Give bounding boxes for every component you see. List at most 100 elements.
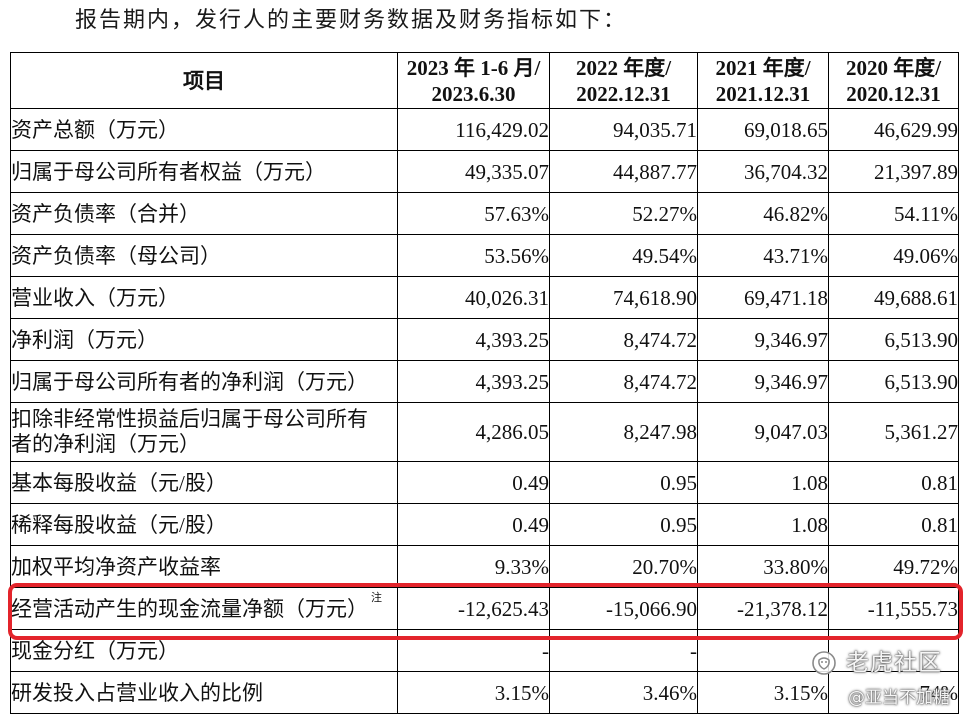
row-label: 资产负债率（母公司） bbox=[10, 234, 398, 277]
value-2022: 3.46% bbox=[549, 671, 698, 714]
column-header-item: 项目 bbox=[10, 52, 398, 109]
value-2023-h1: -12,625.43 bbox=[397, 587, 550, 630]
row-label: 营业收入（万元） bbox=[10, 276, 398, 319]
row-label: 净利润（万元） bbox=[10, 318, 398, 361]
value-2023-h1: 0.49 bbox=[397, 461, 550, 504]
value-2023-h1: 40,026.31 bbox=[397, 276, 550, 319]
value-2020: 49.06% bbox=[828, 234, 959, 277]
value-2020: 54.11% bbox=[828, 192, 959, 235]
watermark-author: @亚当不加糖 bbox=[848, 688, 950, 708]
column-header-line: 2020.12.31 bbox=[846, 81, 941, 106]
row-label: 基本每股收益（元/股） bbox=[10, 461, 398, 504]
row-adjusted-parent-net-profit: 扣除非经常性损益后归属于母公司所有 者的净利润（万元） 4,286.05 8,2… bbox=[10, 402, 959, 462]
row-label: 资产负债率（合并） bbox=[10, 192, 398, 235]
value-2022: 8,247.98 bbox=[549, 402, 698, 462]
value-2020: 0.81 bbox=[828, 461, 959, 504]
column-header-2020: 2020 年度/ 2020.12.31 bbox=[828, 52, 959, 109]
row-net-profit: 净利润（万元） 4,393.25 8,474.72 9,346.97 6,513… bbox=[10, 318, 959, 361]
column-header-2022: 2022 年度/ 2022.12.31 bbox=[549, 52, 698, 109]
row-label: 归属于母公司所有者权益（万元） bbox=[10, 150, 398, 193]
row-basic-eps: 基本每股收益（元/股） 0.49 0.95 1.08 0.81 bbox=[10, 461, 959, 504]
value-2022: 44,887.77 bbox=[549, 150, 698, 193]
value-2023-h1: 116,429.02 bbox=[397, 108, 550, 151]
row-label: 资产总额（万元） bbox=[10, 108, 398, 151]
value-2020: 49,688.61 bbox=[828, 276, 959, 319]
row-label: 现金分红（万元） bbox=[10, 629, 398, 672]
value-2022: 74,618.90 bbox=[549, 276, 698, 319]
value-2020: 6,513.90 bbox=[828, 360, 959, 403]
value-2021: 9,346.97 bbox=[697, 318, 829, 361]
header-row: 项目 2023 年 1-6 月/ 2023.6.30 2022 年度/ 2022… bbox=[10, 52, 959, 109]
financial-data-table: 项目 2023 年 1-6 月/ 2023.6.30 2022 年度/ 2022… bbox=[10, 52, 959, 714]
tiger-logo-icon bbox=[812, 651, 836, 675]
value-2020: 0.81 bbox=[828, 503, 959, 546]
value-2023-h1: 4,286.05 bbox=[397, 402, 550, 462]
value-2023-h1: 49,335.07 bbox=[397, 150, 550, 193]
intro-text: 报告期内，发行人的主要财务数据及财务指标如下： bbox=[75, 7, 628, 32]
row-debt-ratio-parent: 资产负债率（母公司） 53.56% 49.54% 43.71% 49.06% bbox=[10, 234, 959, 277]
value-2023-h1: 4,393.25 bbox=[397, 360, 550, 403]
value-2021: 1.08 bbox=[697, 461, 829, 504]
row-diluted-eps: 稀释每股收益（元/股） 0.49 0.95 1.08 0.81 bbox=[10, 503, 959, 546]
value-2020: 49.72% bbox=[828, 545, 959, 588]
value-2020: 21,397.89 bbox=[828, 150, 959, 193]
value-2022: -15,066.90 bbox=[549, 587, 698, 630]
column-header-line: 2023 年 1-6 月/ bbox=[406, 55, 541, 80]
column-header-2023-h1: 2023 年 1-6 月/ 2023.6.30 bbox=[397, 52, 550, 109]
row-rd-ratio: 研发投入占营业收入的比例 3.15% 3.46% 3.15% 74% bbox=[10, 671, 959, 714]
value-2022: - bbox=[549, 629, 698, 672]
column-header-line: 2021 年度/ bbox=[715, 55, 811, 80]
value-2022: 0.95 bbox=[549, 503, 698, 546]
row-label-line: 者的净利润（万元） bbox=[11, 432, 201, 456]
value-2021: 1.08 bbox=[697, 503, 829, 546]
value-2020: 5,361.27 bbox=[828, 402, 959, 462]
value-2022: 49.54% bbox=[549, 234, 698, 277]
column-header-line: 2023.6.30 bbox=[431, 81, 516, 106]
value-2023-h1: 53.56% bbox=[397, 234, 550, 277]
row-label: 归属于母公司所有者的净利润（万元） bbox=[10, 360, 398, 403]
value-2020: 6,513.90 bbox=[828, 318, 959, 361]
row-label-cell: 经营活动产生的现金流量净额（万元）注 bbox=[10, 587, 398, 630]
column-header-line: 2022 年度/ bbox=[575, 55, 672, 80]
footnote-marker: 注 bbox=[371, 591, 382, 604]
value-2021: 69,471.18 bbox=[697, 276, 829, 319]
value-2021: 3.15% bbox=[697, 671, 829, 714]
value-2023-h1: - bbox=[397, 629, 550, 672]
value-2023-h1: 3.15% bbox=[397, 671, 550, 714]
value-2021: 43.71% bbox=[697, 234, 829, 277]
value-2022: 52.27% bbox=[549, 192, 698, 235]
row-operating-cash-flow: 经营活动产生的现金流量净额（万元）注 -12,625.43 -15,066.90… bbox=[10, 587, 959, 630]
row-revenue: 营业收入（万元） 40,026.31 74,618.90 69,471.18 4… bbox=[10, 276, 959, 319]
row-label: 加权平均净资产收益率 bbox=[10, 545, 398, 588]
value-2023-h1: 0.49 bbox=[397, 503, 550, 546]
value-2021: 46.82% bbox=[697, 192, 829, 235]
value-2021: 9,047.03 bbox=[697, 402, 829, 462]
row-parent-equity: 归属于母公司所有者权益（万元） 49,335.07 44,887.77 36,7… bbox=[10, 150, 959, 193]
row-debt-ratio-consolidated: 资产负债率（合并） 57.63% 52.27% 46.82% 54.11% bbox=[10, 192, 959, 235]
column-header-line: 2022.12.31 bbox=[576, 81, 671, 106]
row-weighted-roe: 加权平均净资产收益率 9.33% 20.70% 33.80% 49.72% bbox=[10, 545, 959, 588]
row-label: 经营活动产生的现金流量净额（万元） bbox=[11, 596, 369, 621]
value-2021: 33.80% bbox=[697, 545, 829, 588]
value-2021: 69,018.65 bbox=[697, 108, 829, 151]
row-label-cell: 扣除非经常性损益后归属于母公司所有 者的净利润（万元） bbox=[10, 402, 398, 462]
value-2022: 8,474.72 bbox=[549, 318, 698, 361]
value-2022: 0.95 bbox=[549, 461, 698, 504]
watermark-community: 老虎社区 bbox=[846, 650, 942, 676]
row-label-line: 扣除非经常性损益后归属于母公司所有 bbox=[11, 407, 369, 431]
row-parent-net-profit: 归属于母公司所有者的净利润（万元） 4,393.25 8,474.72 9,34… bbox=[10, 360, 959, 403]
column-header-line: 2020 年度/ bbox=[845, 55, 942, 80]
value-2023-h1: 57.63% bbox=[397, 192, 550, 235]
value-2023-h1: 4,393.25 bbox=[397, 318, 550, 361]
value-2021: -21,378.12 bbox=[697, 587, 829, 630]
row-label: 稀释每股收益（元/股） bbox=[10, 503, 398, 546]
value-2020: -11,555.73 bbox=[828, 587, 959, 630]
column-header-line: 2021.12.31 bbox=[715, 81, 811, 106]
value-2020: 46,629.99 bbox=[828, 108, 959, 151]
value-2021: 36,704.32 bbox=[697, 150, 829, 193]
value-2021 bbox=[697, 629, 829, 672]
value-2021: 9,346.97 bbox=[697, 360, 829, 403]
value-2023-h1: 9.33% bbox=[397, 545, 550, 588]
value-2022: 8,474.72 bbox=[549, 360, 698, 403]
value-2022: 20.70% bbox=[549, 545, 698, 588]
